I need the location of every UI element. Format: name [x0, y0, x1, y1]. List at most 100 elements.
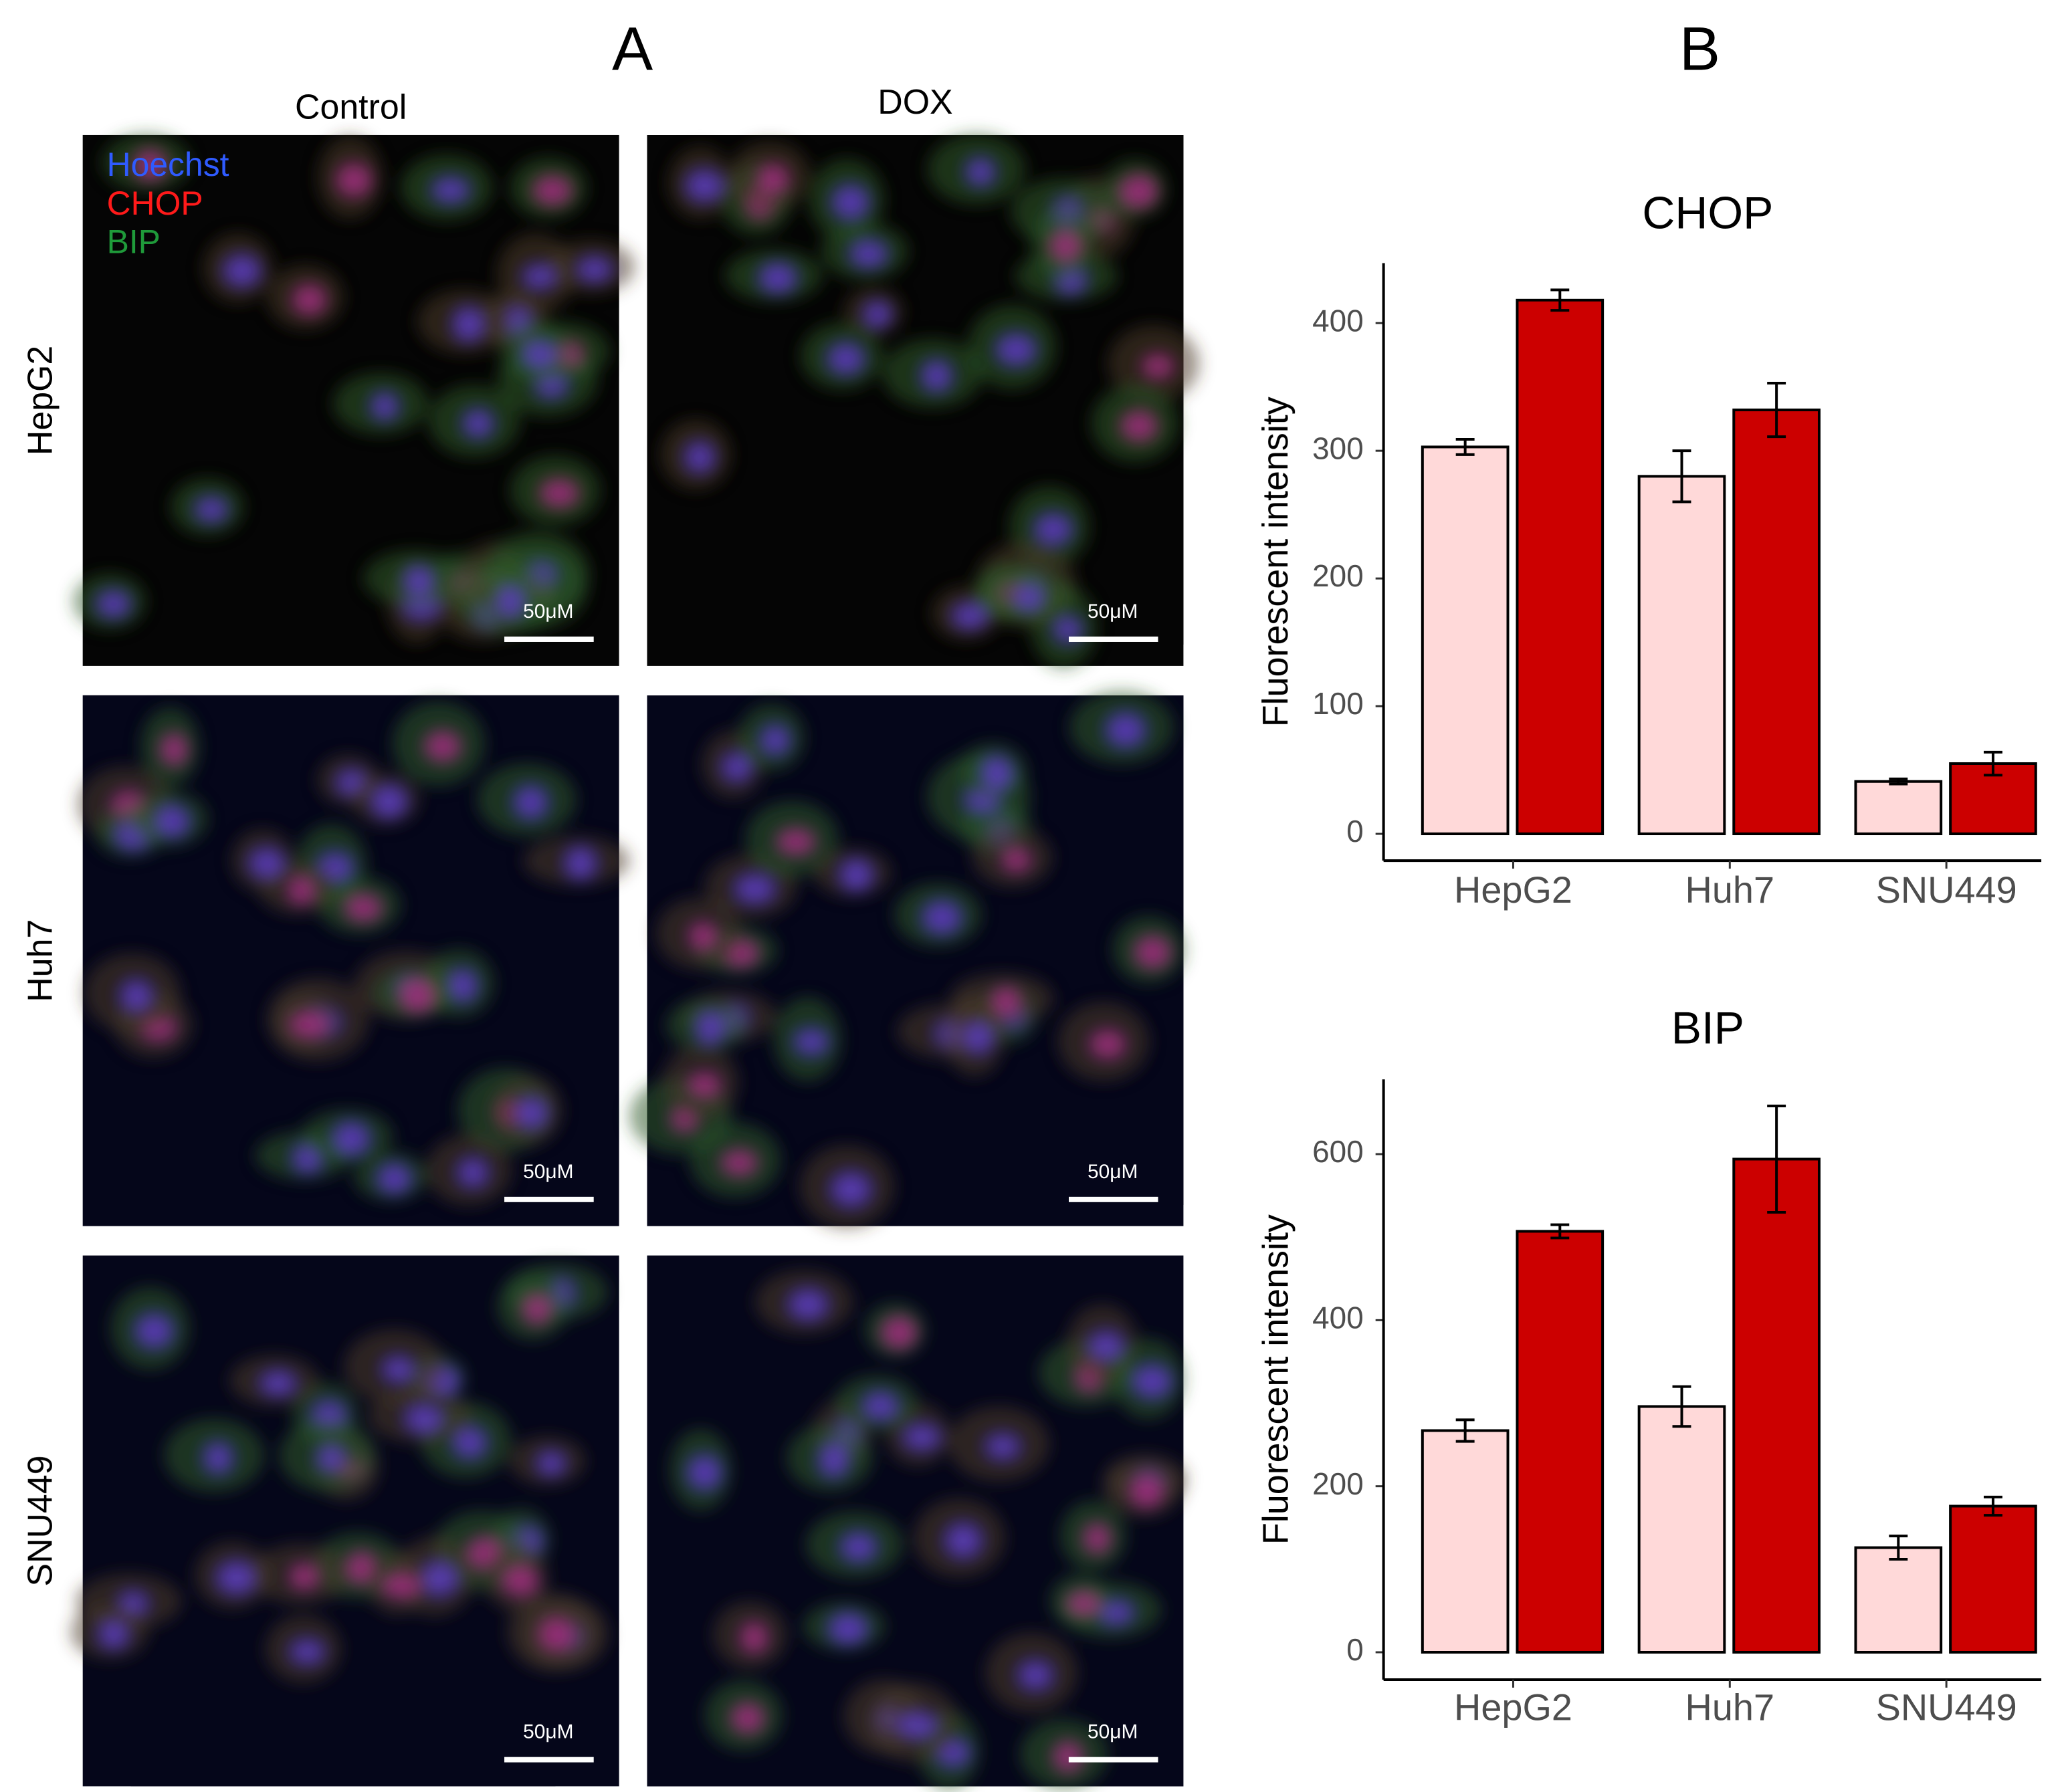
- bar: [1854, 780, 1943, 836]
- nucleus: [498, 586, 523, 617]
- x-tick-label: SNU449: [1876, 869, 2017, 911]
- nucleus: [538, 1452, 564, 1474]
- cells: [629, 691, 1185, 1228]
- error-bar: [1550, 1223, 1570, 1240]
- scale-bar: [1068, 1757, 1158, 1763]
- nucleus: [1055, 618, 1081, 642]
- nucleus: [732, 1704, 763, 1732]
- nucleus: [405, 567, 432, 594]
- y-tick-label: 600: [1312, 1134, 1364, 1169]
- nucleus: [524, 1295, 550, 1323]
- nucleus: [1121, 175, 1157, 207]
- row-label: Huh7: [21, 919, 60, 1002]
- nucleus: [690, 1073, 720, 1096]
- nucleus: [524, 265, 555, 288]
- nucleus: [134, 150, 166, 180]
- nucleus: [346, 895, 381, 921]
- y-axis-label: Fluorescent intensity: [1255, 1214, 1296, 1545]
- nucleus: [760, 263, 795, 292]
- nucleus: [1132, 1477, 1162, 1507]
- nucleus: [904, 1426, 939, 1449]
- scale-bar-label: 50μM: [1088, 1161, 1138, 1183]
- y-tick-label: 200: [1312, 1466, 1364, 1501]
- nucleus: [122, 982, 150, 1010]
- nucleus: [899, 1714, 936, 1737]
- nucleus: [1015, 586, 1042, 610]
- nucleus: [953, 604, 987, 629]
- row-label: HepG2: [21, 346, 60, 455]
- panel-label: A: [612, 15, 653, 83]
- nucleus: [983, 757, 1011, 790]
- nucleus: [373, 786, 406, 817]
- nucleus: [742, 1623, 766, 1652]
- scale-bar-label: 50μM: [523, 600, 573, 623]
- error-bar: [1767, 1105, 1786, 1214]
- bar: [1516, 1230, 1605, 1654]
- error-bar: [1767, 381, 1786, 439]
- stain-legend: BIP: [107, 223, 161, 261]
- nucleus: [851, 241, 886, 267]
- nucleus: [291, 1013, 327, 1036]
- y-tick-label: 0: [1346, 814, 1364, 849]
- cells: [669, 1270, 1186, 1790]
- bar: [1854, 1546, 1943, 1654]
- nucleus: [882, 1317, 916, 1348]
- nucleus: [1136, 937, 1170, 968]
- cells: [78, 701, 630, 1206]
- column-label: DOX: [877, 82, 952, 121]
- nucleus: [778, 830, 814, 854]
- nucleus: [1067, 1593, 1100, 1615]
- error-bar: [1983, 750, 2002, 777]
- micrograph: 50μM: [70, 1255, 619, 1787]
- nucleus: [1122, 412, 1156, 440]
- nucleus: [1091, 1031, 1124, 1058]
- nucleus: [372, 394, 397, 419]
- nucleus: [289, 877, 314, 904]
- bar-chart: BIP Fluorescent intensity 0 200 400 600 HepG2 H…: [1255, 1003, 2042, 1728]
- bar: [1421, 1429, 1510, 1654]
- nucleus: [401, 980, 435, 1012]
- micrograph: 50μM: [78, 695, 630, 1226]
- bar: [1637, 1405, 1726, 1654]
- nucleus: [687, 171, 722, 201]
- x-tick-label: SNU449: [1876, 1686, 2017, 1728]
- scale-bar-label: 50μM: [1088, 1721, 1138, 1743]
- stain-legend: CHOP: [107, 185, 203, 222]
- nucleus: [1143, 355, 1173, 378]
- scale-bar-label: 50μM: [523, 1721, 573, 1743]
- nucleus: [161, 734, 187, 765]
- cells: [661, 134, 1200, 669]
- nucleus: [864, 1393, 897, 1419]
- x-tick-label: HepG2: [1454, 1686, 1572, 1728]
- nucleus: [218, 1563, 255, 1593]
- column-label: Control: [295, 88, 407, 126]
- nucleus: [426, 732, 459, 760]
- error-bar: [1455, 437, 1475, 456]
- nucleus: [383, 1357, 413, 1381]
- bar: [1637, 475, 1726, 836]
- nucleus: [829, 344, 863, 373]
- error-bar: [1889, 777, 1908, 786]
- scale-bar: [504, 1196, 594, 1202]
- nucleus: [515, 787, 546, 818]
- nucleus: [196, 498, 227, 521]
- y-tick-label: 400: [1312, 303, 1364, 338]
- nucleus: [464, 411, 492, 437]
- y-tick-label: 200: [1312, 558, 1364, 593]
- nucleus: [722, 1151, 756, 1175]
- nucleus: [156, 806, 189, 836]
- nucleus: [967, 159, 994, 185]
- error-bar: [1889, 1535, 1908, 1561]
- error-bar: [1672, 1385, 1691, 1428]
- scale-bar: [1068, 1196, 1158, 1202]
- scale-bar: [504, 637, 594, 642]
- nucleus: [759, 165, 788, 192]
- scale-bar-label: 50μM: [523, 1161, 573, 1183]
- chart-panel: CHOP Fluorescent intensity 0 100 200 300 400 He…: [1255, 189, 2042, 1728]
- error-bar: [1672, 449, 1691, 503]
- nucleus: [832, 1173, 869, 1205]
- nucleus: [966, 1023, 992, 1052]
- nucleus: [946, 1525, 980, 1557]
- nucleus: [98, 591, 129, 617]
